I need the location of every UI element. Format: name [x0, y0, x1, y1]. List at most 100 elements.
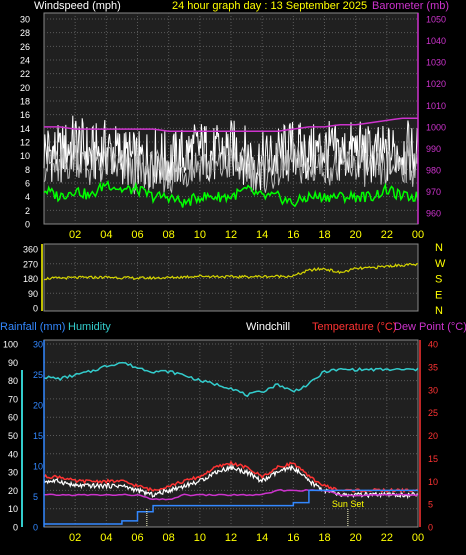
- x-tick-label: 08: [163, 532, 175, 544]
- barometer-y-tick-label: 1050: [426, 15, 446, 25]
- x-tick-label: 20: [350, 229, 362, 241]
- compass-direction-label: E: [435, 289, 442, 301]
- x-tick-label: 14: [256, 532, 268, 544]
- wind-y-tick-label: 20: [20, 83, 30, 93]
- x-tick-label: 16: [287, 532, 299, 544]
- temperature-y-tick-label: 35: [428, 362, 438, 372]
- rainfall-y-tick-label: 30: [33, 340, 43, 350]
- temperature-y-tick-label: 40: [428, 340, 438, 350]
- temperature-y-tick-label: 15: [428, 454, 438, 464]
- wind-y-tick-label: 2: [25, 206, 30, 216]
- temperature-y-tick-label: 10: [428, 477, 438, 487]
- x-tick-label: 22: [381, 229, 393, 241]
- barometer-y-tick-label: 1030: [426, 58, 446, 68]
- wind-direction-line: [43, 262, 419, 281]
- temperature-y-tick-label: 20: [428, 431, 438, 441]
- windchill-line: [43, 463, 419, 500]
- humidity-y-tick-label: 80: [8, 376, 18, 386]
- x-tick-label: 02: [69, 532, 81, 544]
- wind-y-tick-label: 16: [20, 110, 30, 120]
- dewpoint-axis-label: Dew Point (°C): [394, 321, 466, 333]
- humidity-line: [43, 361, 419, 398]
- x-tick-label: 00: [412, 229, 424, 241]
- x-tick-label: 06: [131, 532, 143, 544]
- wind-y-tick-label: 4: [25, 192, 30, 202]
- wind-y-tick-label: 24: [20, 56, 30, 66]
- temperature-y-tick-label: 5: [428, 500, 433, 510]
- humidity-y-tick-label: 50: [8, 431, 18, 441]
- rainfall-line: [44, 489, 418, 525]
- humidity-y-tick-label: 10: [8, 504, 18, 514]
- x-tick-label: 10: [194, 532, 206, 544]
- rainfall-axis-label: Rainfall (mm): [0, 321, 65, 333]
- direction-y-tick-label: 90: [28, 289, 38, 299]
- barometer-y-tick-label: 990: [426, 144, 441, 154]
- wind-y-tick-label: 14: [20, 124, 30, 134]
- direction-y-tick-label: 180: [23, 274, 38, 284]
- wind-y-tick-label: 8: [25, 165, 30, 175]
- temperature-y-tick-label: 25: [428, 408, 438, 418]
- wind-y-tick-label: 10: [20, 151, 30, 161]
- barometer-y-tick-label: 1000: [426, 122, 446, 132]
- humidity-axis-label: Humidity: [68, 321, 111, 333]
- compass-direction-label: S: [435, 274, 442, 286]
- x-tick-label: 10: [194, 229, 206, 241]
- humidity-y-tick-label: 30: [8, 468, 18, 478]
- barometer-y-tick-label: 960: [426, 209, 441, 219]
- humidity-y-tick-label: 40: [8, 449, 18, 459]
- compass-direction-label: N: [435, 305, 443, 317]
- x-tick-label: 20: [350, 532, 362, 544]
- barometer-axis-label: Barometer (mb): [372, 0, 449, 12]
- humidity-y-tick-label: 20: [8, 486, 18, 496]
- x-tick-label: 04: [100, 229, 112, 241]
- compass-direction-label: W: [435, 258, 446, 270]
- barometer-y-tick-label: 970: [426, 187, 441, 197]
- wind-y-tick-label: 28: [20, 28, 30, 38]
- humidity-y-tick-label: 0: [13, 523, 18, 533]
- temperature-y-tick-label: 30: [428, 385, 438, 395]
- x-tick-label: 12: [225, 229, 237, 241]
- temperature-axis-label: Temperature (°C): [312, 321, 396, 333]
- wind-y-tick-label: 18: [20, 97, 30, 107]
- rainfall-y-tick-label: 0: [33, 523, 38, 533]
- chart-title: 24 hour graph day : 13 September 2025: [172, 0, 367, 12]
- humidity-y-tick-label: 90: [8, 358, 18, 368]
- temperature-y-tick-label: 0: [428, 523, 433, 533]
- humidity-y-tick-label: 60: [8, 413, 18, 423]
- barometer-line: [44, 117, 418, 132]
- wind-y-tick-label: 30: [20, 15, 30, 25]
- wind-average-line: [43, 179, 419, 208]
- humidity-y-tick-label: 70: [8, 394, 18, 404]
- rainfall-y-tick-label: 10: [33, 462, 43, 472]
- x-tick-label: 18: [318, 229, 330, 241]
- wind-y-tick-label: 0: [25, 220, 30, 230]
- barometer-y-tick-label: 1020: [426, 79, 446, 89]
- wind-y-tick-label: 22: [20, 69, 30, 79]
- wind-speed-line: [43, 141, 419, 195]
- compass-direction-label: N: [435, 242, 443, 254]
- x-tick-label: 02: [69, 229, 81, 241]
- rainfall-y-tick-label: 25: [33, 370, 43, 380]
- x-tick-label: 00: [412, 532, 424, 544]
- direction-y-tick-label: 0: [33, 304, 38, 314]
- x-tick-label: 12: [225, 532, 237, 544]
- barometer-y-tick-label: 1010: [426, 101, 446, 111]
- wind-y-tick-label: 6: [25, 179, 30, 189]
- rainfall-y-tick-label: 20: [33, 401, 43, 411]
- x-tick-label: 16: [287, 229, 299, 241]
- x-tick-label: 06: [131, 229, 143, 241]
- rainfall-y-tick-label: 5: [33, 492, 38, 502]
- wind-y-tick-label: 12: [20, 138, 30, 148]
- rainfall-y-tick-label: 15: [33, 431, 43, 441]
- windspeed-axis-label: Windspeed (mph): [34, 0, 121, 12]
- sunset-label: Sun Set: [332, 499, 365, 509]
- wind-y-tick-label: 26: [20, 42, 30, 52]
- x-tick-label: 14: [256, 229, 268, 241]
- wind-gust-line: [43, 115, 419, 191]
- x-tick-label: 04: [100, 532, 112, 544]
- direction-y-tick-label: 360: [23, 245, 38, 255]
- barometer-y-tick-label: 980: [426, 166, 441, 176]
- direction-y-tick-label: 270: [23, 259, 38, 269]
- dewpoint-line: [43, 488, 419, 501]
